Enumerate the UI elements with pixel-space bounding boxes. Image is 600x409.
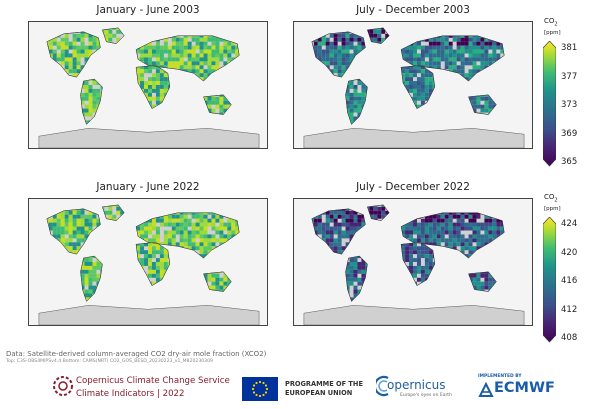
panel-title-3: January - June 2022	[96, 181, 200, 193]
panel-title-4: July - December 2022	[356, 181, 470, 193]
coastline	[367, 27, 390, 44]
copernicus-logo-icon	[376, 375, 389, 397]
c3s-name: Copernicus Climate Change Service	[76, 376, 230, 386]
source-note: Data: Satellite-derived column-averaged …	[6, 350, 267, 358]
panel-title-1: January - June 2003	[96, 4, 200, 16]
ecmwf-logo-icon	[478, 382, 494, 397]
copernicus-tagline: Europe's eyes on Earth	[400, 393, 452, 398]
coastline	[203, 94, 232, 115]
map-svg-3	[38, 204, 260, 325]
c3s-subtitle: Climate Indicators | 2022	[76, 389, 185, 399]
coastline	[80, 255, 103, 302]
coastline	[135, 35, 240, 82]
map-jul-dec-2022	[293, 198, 533, 326]
xco2-cells	[311, 204, 505, 302]
map-svg-2	[303, 27, 525, 148]
colorbar-2-tick: 408	[561, 333, 578, 343]
coastline	[400, 242, 436, 286]
coastline	[135, 212, 240, 259]
coastline	[468, 271, 497, 292]
colorbar-1-tick: 369	[561, 129, 578, 139]
colorbar-2-tick: 416	[561, 276, 578, 286]
land-mass	[303, 128, 525, 148]
colorbar-1-tick: 377	[561, 72, 578, 82]
coastline	[400, 35, 505, 82]
coastline	[102, 27, 125, 44]
ecmwf-label: ECMWF	[494, 380, 555, 396]
xco2-cells	[46, 27, 240, 125]
map-jan-jun-2022	[28, 198, 268, 326]
coastline	[400, 212, 505, 259]
coastline	[203, 271, 232, 292]
colorbar-2-label: CO2 [ppm]	[544, 193, 561, 213]
coastline	[345, 78, 368, 125]
panel-title-2: July - December 2003	[356, 4, 470, 16]
land-mass	[38, 128, 260, 148]
implemented-by-label: IMPLEMENTED BY	[478, 374, 522, 379]
xco2-cells	[46, 204, 240, 302]
land-mass	[303, 305, 525, 325]
version-note: Top: C3S-OBS4MIPSv4.4 Bottom: CAMS(NRT) …	[6, 359, 213, 364]
colorbar-1-tick: 373	[561, 100, 578, 110]
coastline	[135, 65, 171, 109]
coastline	[80, 78, 103, 125]
c3s-logo-icon	[53, 376, 73, 396]
coastline	[46, 31, 101, 78]
colorbar-1-label: CO2 [ppm]	[544, 17, 561, 37]
colorbar-1	[543, 41, 556, 167]
copernicus-label: opernicus	[387, 378, 446, 392]
land-mass	[38, 305, 260, 325]
coastline	[367, 204, 390, 221]
coastline	[46, 208, 101, 255]
colorbar-2-tick: 412	[561, 305, 578, 315]
eu-flag-icon	[242, 377, 278, 401]
coastline	[311, 208, 366, 255]
coastline	[102, 204, 125, 221]
colorbar-1-tick: 365	[561, 157, 578, 167]
coastline	[468, 94, 497, 115]
coastline	[311, 31, 366, 78]
coastline	[135, 242, 171, 286]
coastline	[345, 255, 368, 302]
coastline	[400, 65, 436, 109]
colorbar-2-tick: 424	[561, 219, 578, 229]
map-jan-jun-2003	[28, 21, 268, 149]
programme-label: PROGRAMME OF THE EUROPEAN UNION	[285, 380, 363, 397]
colorbar-2-tick: 420	[561, 248, 578, 258]
map-svg-1	[38, 27, 260, 148]
colorbar-2	[543, 217, 556, 343]
colorbar-1-tick: 381	[561, 43, 578, 53]
map-svg-4	[303, 204, 525, 325]
map-jul-dec-2003	[293, 21, 533, 149]
